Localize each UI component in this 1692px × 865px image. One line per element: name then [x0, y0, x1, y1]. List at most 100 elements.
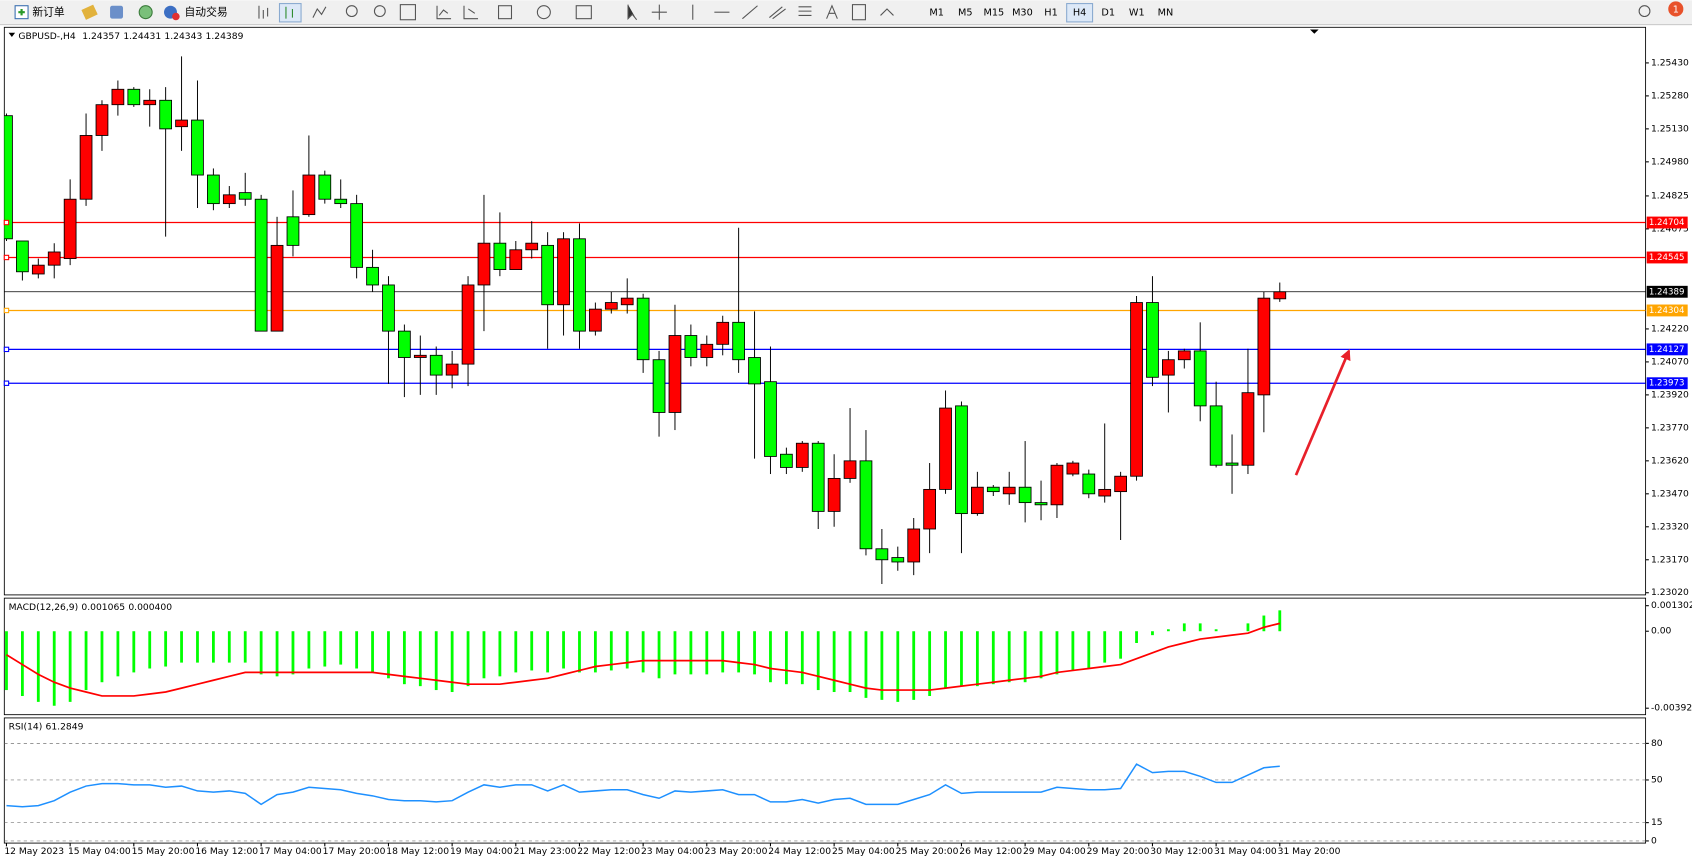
level-label: 1.24304 — [1649, 306, 1685, 316]
candle-body — [652, 359, 666, 413]
new-order-label: 新订单 — [32, 6, 65, 19]
x-tick-label: 24 May 12:00 — [768, 846, 831, 857]
channel-icon[interactable] — [769, 6, 786, 20]
candle-body — [684, 335, 698, 358]
candle-body — [1225, 462, 1239, 466]
level-tag — [1646, 216, 1688, 229]
timeframe-button[interactable]: D1 — [1101, 8, 1115, 19]
notification-badge[interactable] — [1668, 1, 1684, 17]
price-label: 1.24389 — [1649, 287, 1685, 297]
text-icon[interactable] — [826, 4, 838, 19]
auto-trade-button[interactable]: 自动交易 — [164, 5, 228, 21]
x-tick-label: 12 May 2023 — [4, 846, 64, 857]
trendline-icon[interactable] — [742, 5, 758, 20]
level-tag — [1646, 304, 1688, 317]
candle-body — [620, 297, 634, 306]
signal-line — [6, 622, 1280, 697]
x-tick-label: 15 May 04:00 — [68, 846, 131, 857]
timeframe-button[interactable]: M5 — [958, 8, 973, 19]
candle-body — [191, 119, 204, 176]
candle-body — [302, 174, 316, 216]
timeframes: M1 M5 M15 M30 H1 H4 D1 W1 MN — [929, 3, 1174, 23]
y-tick-label: 80 — [1651, 738, 1663, 749]
icon[interactable] — [138, 5, 153, 20]
candle-body — [222, 194, 236, 205]
indicator-icon[interactable] — [497, 5, 513, 20]
timeframe-button[interactable]: H4 — [1073, 8, 1086, 19]
zoom-out-icon[interactable] — [373, 5, 386, 18]
candle-body — [477, 242, 491, 286]
x-tick-label: 16 May 12:00 — [195, 846, 258, 857]
x-tick-label: 19 May 04:00 — [450, 846, 513, 857]
chart-shift-marker[interactable] — [1310, 29, 1319, 34]
level-label: 1.24545 — [1649, 253, 1685, 263]
candle-body — [700, 343, 714, 358]
candle-body — [238, 192, 252, 200]
y-tick-label: 1.24070 — [1651, 356, 1689, 367]
rsi-panel — [3, 717, 1647, 844]
icon[interactable] — [81, 4, 98, 20]
indicator-readout: 61.2849 — [46, 721, 84, 732]
y-tick-label: 1.23920 — [1651, 389, 1689, 400]
candle-body — [843, 460, 857, 479]
shapes-icon[interactable] — [880, 8, 894, 16]
candle-body — [1082, 473, 1096, 495]
template-icon[interactable] — [575, 5, 592, 20]
auto-trade-label: 自动交易 — [185, 6, 228, 19]
new-order-button[interactable]: 新订单 — [14, 5, 65, 20]
candle-body — [1066, 462, 1080, 475]
shift-icon[interactable] — [463, 5, 479, 20]
timeframe-button[interactable]: MN — [1158, 8, 1174, 19]
autoscroll-icon[interactable] — [436, 5, 452, 20]
x-tick-label: 26 May 12:00 — [959, 846, 1022, 857]
candle-body — [923, 488, 936, 530]
candle-body — [748, 357, 761, 385]
icon[interactable] — [110, 5, 124, 19]
indicator-header: RSI(14) 61.2849 — [9, 721, 84, 732]
y-tick-label: 1.23020 — [1651, 587, 1689, 598]
level-handle — [3, 380, 10, 386]
bar-chart-icon[interactable] — [258, 5, 269, 19]
candle-body — [573, 238, 586, 332]
indicator-readout: 0.001065 — [81, 601, 125, 612]
level-label: 1.24704 — [1649, 218, 1685, 228]
candle-body — [493, 242, 507, 271]
line-icon[interactable] — [312, 6, 327, 18]
candle-body — [668, 335, 682, 413]
candle-body — [1130, 302, 1143, 477]
symbol-header: GBPUSD-,H4 1.24357 1.24431 1.24343 1.24389 — [18, 30, 243, 41]
timeframe-button[interactable]: M1 — [929, 8, 944, 19]
y-tick-label: 1.25430 — [1651, 57, 1689, 68]
candle-body — [525, 242, 539, 251]
x-tick-label: 31 May 04:00 — [1214, 846, 1277, 857]
candle-body — [1114, 475, 1127, 493]
candle-body — [907, 528, 921, 563]
candle-body — [732, 321, 745, 361]
period-icon[interactable] — [536, 5, 551, 20]
x-tick-label: 22 May 12:00 — [577, 846, 640, 857]
zoom-in-icon[interactable] — [345, 5, 358, 18]
timeframe-button[interactable]: H1 — [1044, 8, 1057, 19]
main-plot — [4, 56, 1646, 584]
candle-icon[interactable] — [285, 6, 293, 19]
candle-body — [589, 308, 602, 332]
crosshair-icon[interactable] — [651, 4, 667, 20]
timeframe-button[interactable]: W1 — [1129, 8, 1145, 19]
timeframe-button[interactable]: M30 — [1012, 8, 1033, 19]
candle-body — [366, 266, 379, 286]
fib-icon[interactable] — [798, 6, 812, 16]
timeframe-button[interactable]: M15 — [983, 8, 1004, 19]
y-tick-label: 1.24675 — [1651, 223, 1689, 234]
label-icon[interactable] — [851, 4, 866, 21]
candle-body — [1241, 392, 1255, 466]
x-tick-label: 15 May 20:00 — [132, 846, 195, 857]
y-tick-label: 1.24825 — [1651, 190, 1689, 201]
tile-icon[interactable] — [399, 4, 416, 21]
candle-body — [111, 88, 125, 106]
y-tick-label: 1.23620 — [1651, 455, 1689, 466]
candle-body — [63, 198, 77, 260]
cursor-icon[interactable] — [627, 4, 638, 21]
toolbar: 新订单 自动交易 — [0, 0, 1692, 26]
search-icon[interactable] — [1638, 5, 1651, 18]
